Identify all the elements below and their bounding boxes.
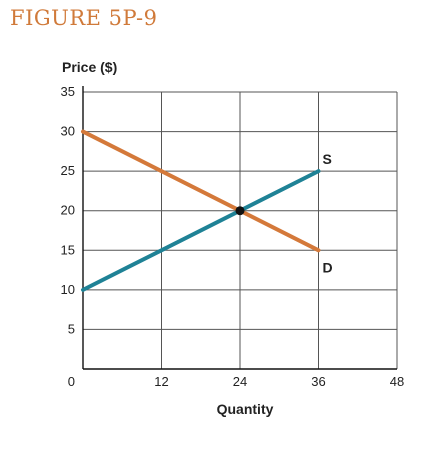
series-label-d: D [323, 259, 333, 275]
equilibrium-points [235, 206, 245, 216]
y-tick-label-25: 25 [61, 163, 75, 178]
equilibrium-point-0 [235, 206, 245, 216]
y-tick-label-5: 5 [68, 321, 75, 336]
y-axis-title: Price ($) [62, 59, 117, 75]
figure-title: FIGURE 5P-9 [10, 6, 158, 30]
series-label-s: S [323, 151, 332, 167]
x-tick-label-36: 36 [311, 374, 325, 389]
grid [83, 91, 398, 369]
x-tick-label-48: 48 [390, 374, 404, 389]
x-tick-label-24: 24 [233, 374, 247, 389]
series-line-d [81, 129, 321, 253]
y-tick-label-0: 0 [68, 374, 75, 389]
y-tick-label-35: 35 [61, 84, 75, 99]
y-tick-label-30: 30 [61, 124, 75, 139]
x-tick-label-12: 12 [154, 374, 168, 389]
y-tick-label-15: 15 [61, 242, 75, 257]
series-line-s [81, 169, 321, 292]
y-tick-label-10: 10 [61, 282, 75, 297]
x-axis-title: Quantity [217, 401, 274, 417]
tick-labels: 0 5 10 15 20 25 30 35 12 24 36 48 [61, 84, 405, 389]
y-tick-label-20: 20 [61, 203, 75, 218]
series: SD [81, 129, 333, 292]
